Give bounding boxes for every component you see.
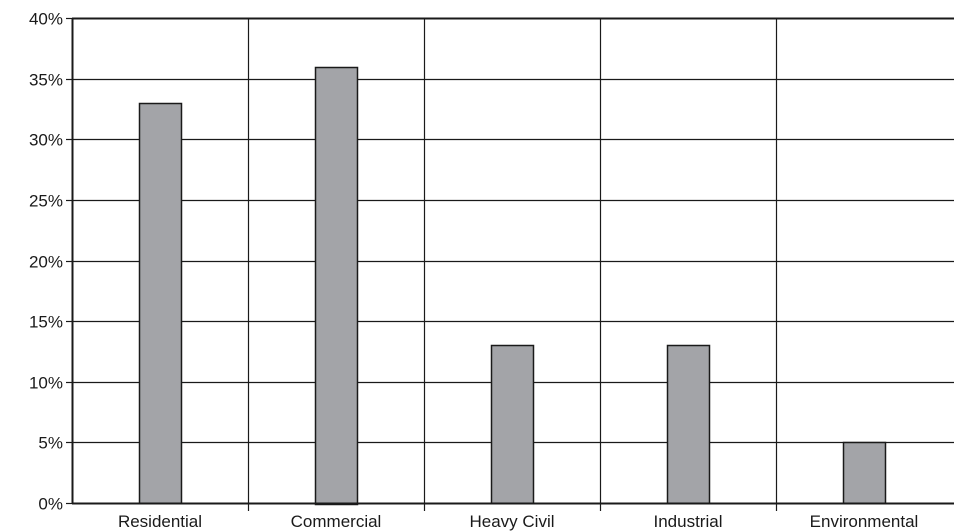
axis-layer bbox=[66, 17, 954, 505]
grid-layer bbox=[72, 17, 954, 511]
y-tick-label: 20% bbox=[29, 253, 63, 272]
bar-commercial bbox=[314, 66, 359, 506]
bars-layer bbox=[138, 66, 887, 506]
x-category-label: Residential bbox=[118, 512, 202, 531]
bar-residential bbox=[138, 102, 183, 505]
y-tick-label: 40% bbox=[29, 10, 63, 29]
y-tick-label: 0% bbox=[38, 495, 63, 514]
y-tick-label: 15% bbox=[29, 313, 63, 332]
x-category-label: Industrial bbox=[654, 512, 723, 531]
bar-environmental bbox=[842, 441, 887, 505]
y-tick-label: 25% bbox=[29, 192, 63, 211]
labels-layer: 0% 5% 10% 15% 20% 25% 30% 35% 40% Residential Comm… bbox=[29, 10, 918, 531]
y-tick-label: 10% bbox=[29, 374, 63, 393]
bar-industrial bbox=[666, 344, 711, 505]
x-category-label: Commercial bbox=[291, 512, 382, 531]
y-tick-label: 30% bbox=[29, 131, 63, 150]
y-tick-label: 35% bbox=[29, 71, 63, 90]
x-category-label: Heavy Civil bbox=[469, 512, 554, 531]
y-tick-label: 5% bbox=[38, 434, 63, 453]
bar-heavy-civil bbox=[490, 344, 535, 505]
x-category-label: Environmental bbox=[810, 512, 919, 531]
